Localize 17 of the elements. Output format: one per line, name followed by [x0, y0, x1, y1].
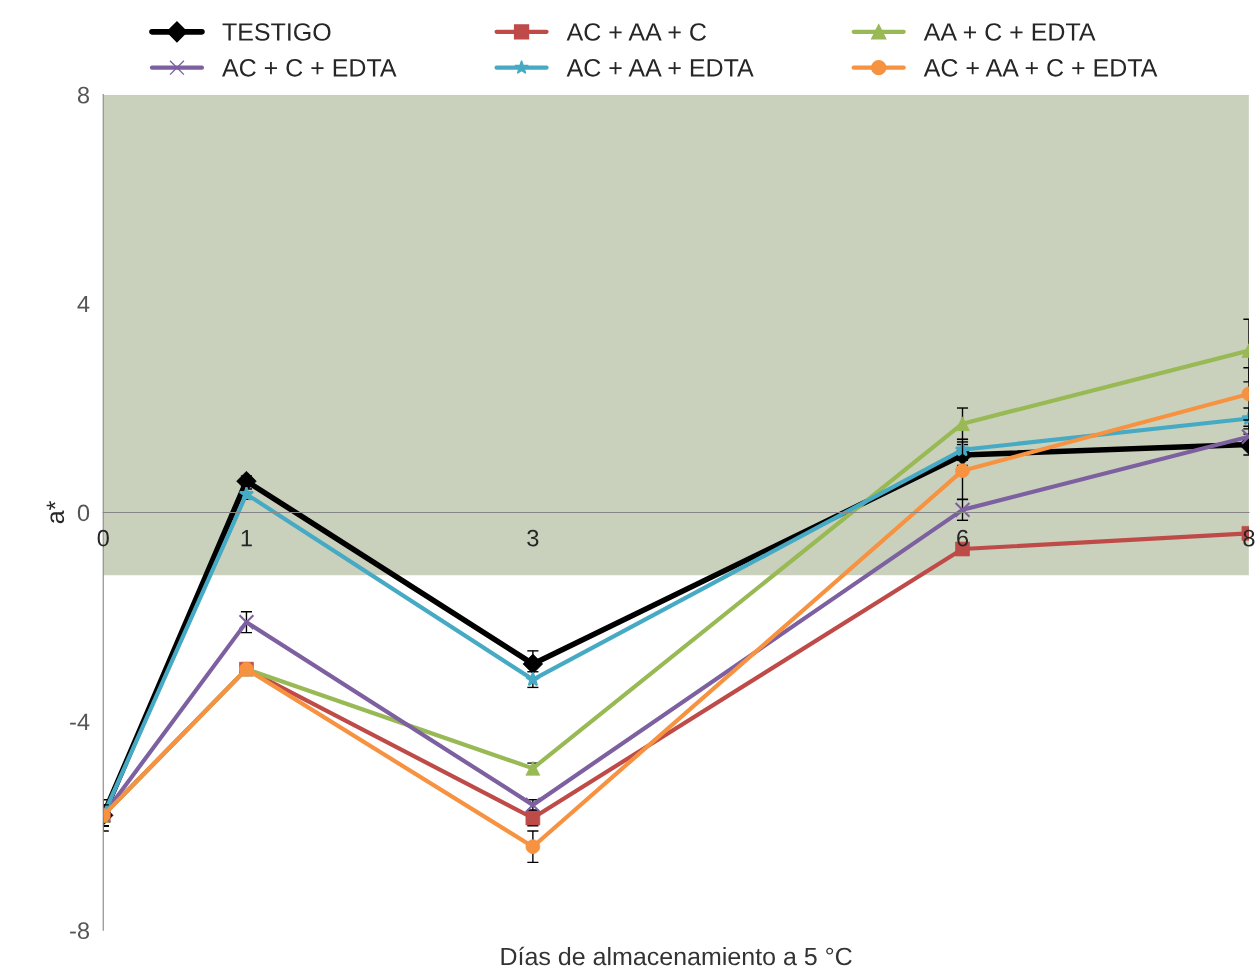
x-tick-label: 8 — [1243, 529, 1255, 547]
x-tick-label: 1 — [241, 530, 252, 547]
legend-label: AC + C + EDTA — [222, 58, 397, 77]
legend-label: AC + AA + C + EDTA — [923, 58, 1158, 77]
legend-label: AC + AA + EDTA — [566, 58, 754, 77]
y-tick-label: -8 — [70, 922, 90, 940]
y-axis-title: a* — [46, 501, 65, 524]
x-tick-label: 0 — [97, 529, 109, 547]
y-tick-label: 4 — [77, 295, 90, 313]
y-tick-label: 8 — [77, 86, 90, 104]
legend-label: AC + AA + C — [566, 23, 706, 41]
y-tick-label: 0 — [77, 504, 90, 522]
legend-label: AA + C + EDTA — [923, 23, 1096, 41]
legend-label: TESTIGO — [222, 23, 331, 41]
x-tick-label: 3 — [527, 529, 539, 547]
y-tick-label: -4 — [70, 713, 90, 730]
x-axis-title: Días de almacenamiento a 5 °C — [501, 946, 852, 966]
